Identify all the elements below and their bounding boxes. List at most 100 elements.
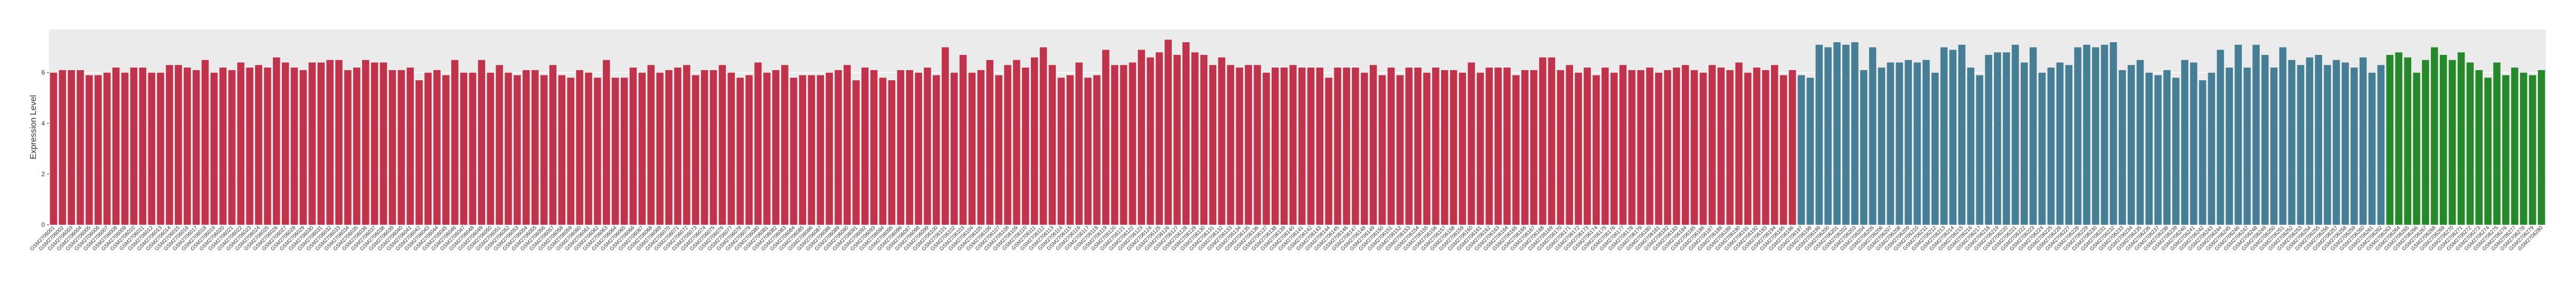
y-tick-label: 2 xyxy=(41,170,45,178)
bar xyxy=(1263,72,1270,225)
bar xyxy=(2038,72,2046,225)
bar xyxy=(1949,50,1957,225)
bar xyxy=(2109,42,2117,225)
bar xyxy=(1503,68,1511,225)
bar xyxy=(112,68,120,225)
bar xyxy=(531,70,539,225)
bar xyxy=(1628,70,1636,225)
bar xyxy=(924,68,931,225)
bar xyxy=(1360,72,1368,225)
bar xyxy=(674,68,681,225)
bar xyxy=(1066,75,1074,225)
bar xyxy=(1797,75,1805,225)
bar xyxy=(1530,70,1538,225)
bar xyxy=(1084,78,1092,225)
bar xyxy=(1039,47,1047,225)
bar xyxy=(371,62,378,225)
bar xyxy=(1976,75,1984,225)
bar xyxy=(2127,65,2135,225)
bar xyxy=(1289,65,1297,225)
bar xyxy=(228,70,236,225)
bar xyxy=(1200,55,1208,225)
bar xyxy=(1227,65,1235,225)
bar xyxy=(121,72,129,225)
bar xyxy=(656,72,664,225)
bar xyxy=(1075,62,1083,225)
bar xyxy=(1164,40,1172,225)
bar xyxy=(2003,52,2010,225)
bar xyxy=(1147,57,1154,225)
bar xyxy=(683,65,690,225)
bar xyxy=(2243,68,2251,225)
bar xyxy=(523,70,530,225)
bar xyxy=(959,55,967,225)
bar xyxy=(1931,72,1939,225)
bar xyxy=(1557,70,1565,225)
bar xyxy=(424,72,432,225)
bar xyxy=(1476,72,1484,225)
bar xyxy=(273,57,280,225)
bar xyxy=(130,68,138,225)
bar xyxy=(1485,68,1493,225)
bar xyxy=(2502,75,2509,225)
bar xyxy=(906,70,913,225)
y-tick-label: 0 xyxy=(41,221,45,228)
bar xyxy=(1414,68,1422,225)
bar xyxy=(1637,70,1645,225)
bar xyxy=(1771,65,1778,225)
bar xyxy=(1690,70,1698,225)
bar xyxy=(1539,57,1547,225)
bar xyxy=(1788,70,1796,225)
bar xyxy=(451,60,459,225)
bar xyxy=(933,75,940,225)
bar xyxy=(505,72,512,225)
bar xyxy=(2021,62,2028,225)
bar xyxy=(1111,65,1119,225)
bar xyxy=(157,72,164,225)
bar xyxy=(1994,52,2001,225)
bar xyxy=(433,70,441,225)
bar xyxy=(2145,72,2153,225)
bar xyxy=(2154,75,2162,225)
bar xyxy=(1387,68,1395,225)
bar xyxy=(1985,55,1992,225)
bar xyxy=(1405,68,1413,225)
bar xyxy=(514,75,521,225)
bar xyxy=(772,70,780,225)
bar xyxy=(175,65,182,225)
bar xyxy=(576,70,583,225)
bar xyxy=(629,68,637,225)
bar xyxy=(1316,68,1323,225)
bar xyxy=(1958,44,1966,225)
bar xyxy=(68,70,75,225)
bar xyxy=(1744,72,1751,225)
bar xyxy=(1717,68,1725,225)
bar xyxy=(1762,70,1769,225)
bar xyxy=(1914,62,1921,225)
bar xyxy=(2065,65,2072,225)
bar xyxy=(1548,57,1556,225)
bar xyxy=(264,68,271,225)
bar xyxy=(763,72,771,225)
bar xyxy=(442,75,450,225)
bar xyxy=(1209,65,1217,225)
bar xyxy=(1102,50,1110,225)
bar xyxy=(2520,72,2527,225)
bar xyxy=(986,60,993,225)
bar xyxy=(1325,78,1332,225)
bar xyxy=(2359,57,2367,225)
bar xyxy=(861,68,869,225)
bar xyxy=(2484,78,2492,225)
bar xyxy=(844,65,851,225)
bar xyxy=(977,70,985,225)
bar xyxy=(638,72,646,225)
bar xyxy=(2181,60,2189,225)
bar xyxy=(1584,68,1591,225)
bar xyxy=(2511,68,2518,225)
y-axis-label: Expression Level xyxy=(29,95,38,159)
bar xyxy=(2225,68,2233,225)
bar xyxy=(1254,65,1261,225)
bar xyxy=(1833,42,1841,225)
